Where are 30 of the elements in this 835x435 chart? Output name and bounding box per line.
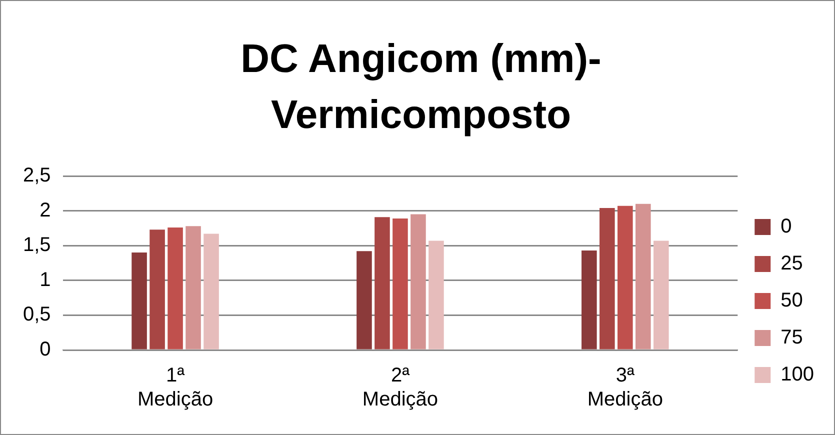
x-tick-label: 3ª Medição — [587, 364, 663, 411]
bar — [132, 252, 147, 350]
y-tick-label: 0 — [40, 338, 51, 361]
bar — [186, 226, 201, 350]
bar — [168, 228, 183, 350]
y-tick-label: 2,5 — [22, 164, 51, 187]
legend-label: 50 — [780, 290, 803, 312]
legend-label: 100 — [780, 364, 814, 386]
bar — [600, 208, 615, 350]
bar — [636, 204, 651, 350]
bar — [374, 217, 390, 350]
x-tick-label: 2ª Medição — [362, 364, 438, 411]
bar — [204, 234, 219, 350]
bar — [618, 206, 633, 350]
chart-title: DC Angicom (mm)- Vermicomposto — [240, 36, 602, 139]
legend-label: 75 — [780, 326, 803, 349]
legend-label: 25 — [780, 252, 803, 275]
bar — [654, 240, 669, 350]
bar — [150, 230, 165, 350]
y-tick-label: 1 — [40, 268, 51, 291]
bar — [410, 214, 426, 350]
y-tick-label: 2 — [40, 199, 51, 222]
x-tick-label: 1ª Medição — [137, 364, 214, 411]
legend-label: 0 — [780, 216, 792, 238]
y-tick-label: 1,5 — [22, 234, 51, 256]
bar — [392, 218, 408, 350]
y-tick-label: 0,5 — [22, 304, 51, 326]
bar — [428, 240, 444, 350]
bar — [356, 251, 372, 350]
bar — [582, 250, 597, 350]
